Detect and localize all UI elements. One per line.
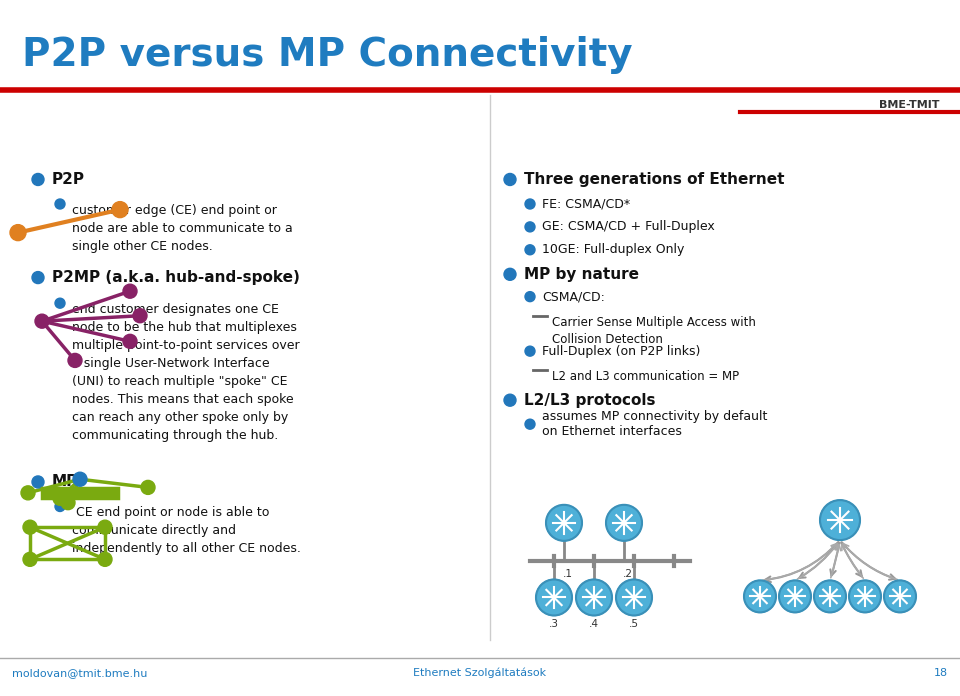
Circle shape <box>525 199 535 209</box>
Circle shape <box>55 502 65 512</box>
Text: GE: CSMA/CD + Full-Duplex: GE: CSMA/CD + Full-Duplex <box>542 221 715 233</box>
Circle shape <box>53 491 67 505</box>
Circle shape <box>525 245 535 255</box>
Text: .2: .2 <box>623 569 633 579</box>
Text: end customer designates one CE
node to be the hub that multiplexes
multiple poin: end customer designates one CE node to b… <box>72 303 300 442</box>
FancyBboxPatch shape <box>42 488 118 498</box>
Circle shape <box>814 580 846 612</box>
Circle shape <box>32 271 44 283</box>
Circle shape <box>744 580 776 612</box>
Circle shape <box>525 222 535 232</box>
Text: P2P versus MP Connectivity: P2P versus MP Connectivity <box>22 36 633 74</box>
Text: .5: .5 <box>629 619 639 629</box>
Circle shape <box>576 580 612 615</box>
Text: MP by nature: MP by nature <box>524 267 639 282</box>
Text: P2P: P2P <box>52 172 85 187</box>
Circle shape <box>504 173 516 185</box>
Circle shape <box>525 346 535 356</box>
Text: L2/L3 protocols: L2/L3 protocols <box>524 393 656 408</box>
Text: assumes MP connectivity by default
on Ethernet interfaces: assumes MP connectivity by default on Et… <box>542 410 767 438</box>
Circle shape <box>73 472 87 487</box>
Circle shape <box>546 505 582 541</box>
Circle shape <box>55 199 65 209</box>
Text: P2MP (a.k.a. hub-and-spoke): P2MP (a.k.a. hub-and-spoke) <box>52 270 300 285</box>
Text: 18: 18 <box>934 668 948 678</box>
Circle shape <box>504 394 516 406</box>
Text: CSMA/CD:: CSMA/CD: <box>542 290 605 303</box>
Circle shape <box>21 486 35 500</box>
Circle shape <box>23 520 37 535</box>
Text: 10GE: Full-duplex Only: 10GE: Full-duplex Only <box>542 244 684 256</box>
Text: MP: MP <box>52 475 79 489</box>
Circle shape <box>10 225 26 241</box>
Circle shape <box>112 202 128 218</box>
Circle shape <box>68 354 82 367</box>
Circle shape <box>98 520 112 535</box>
Circle shape <box>536 580 572 615</box>
Circle shape <box>35 314 49 329</box>
Circle shape <box>23 553 37 567</box>
Circle shape <box>849 580 881 612</box>
Circle shape <box>525 419 535 429</box>
Text: Carrier Sense Multiple Access with
Collision Detection: Carrier Sense Multiple Access with Colli… <box>552 316 756 346</box>
Text: FE: CSMA/CD*: FE: CSMA/CD* <box>542 198 630 210</box>
Text: .3: .3 <box>549 619 559 629</box>
Circle shape <box>606 505 642 541</box>
Circle shape <box>123 334 137 348</box>
Circle shape <box>504 268 516 280</box>
Text: CE end point or node is able to
communicate directly and
independently to all ot: CE end point or node is able to communic… <box>72 507 300 555</box>
Circle shape <box>55 298 65 308</box>
Circle shape <box>884 580 916 612</box>
Text: Ethernet Szolgáltatások: Ethernet Szolgáltatások <box>414 667 546 678</box>
Circle shape <box>98 553 112 567</box>
Text: .4: .4 <box>589 619 599 629</box>
Circle shape <box>616 580 652 615</box>
Circle shape <box>141 480 155 494</box>
Circle shape <box>32 476 44 488</box>
Circle shape <box>32 173 44 185</box>
Circle shape <box>779 580 811 612</box>
Text: moldovan@tmit.bme.hu: moldovan@tmit.bme.hu <box>12 668 148 678</box>
Text: Three generations of Ethernet: Three generations of Ethernet <box>524 172 784 187</box>
Circle shape <box>820 500 860 540</box>
Circle shape <box>525 292 535 301</box>
Text: customer edge (CE) end point or
node are able to communicate to a
single other C: customer edge (CE) end point or node are… <box>72 204 293 253</box>
Circle shape <box>123 284 137 298</box>
Text: .1: .1 <box>563 569 573 579</box>
Text: L2 and L3 communication = MP: L2 and L3 communication = MP <box>552 370 739 383</box>
Text: Full-Duplex (on P2P links): Full-Duplex (on P2P links) <box>542 345 701 358</box>
Circle shape <box>61 496 75 509</box>
Circle shape <box>133 309 147 323</box>
Text: BME-TMIT: BME-TMIT <box>879 100 940 110</box>
